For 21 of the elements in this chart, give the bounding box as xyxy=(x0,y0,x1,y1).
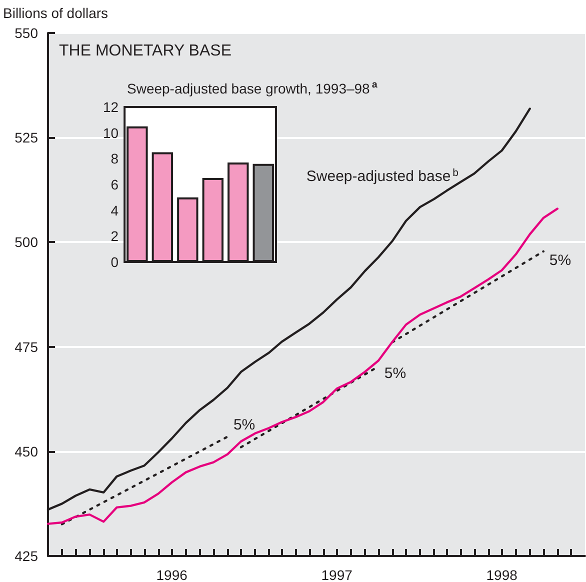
y-tick-label: 6 xyxy=(110,176,119,192)
y-tick-label: 550 xyxy=(14,25,38,41)
y-tick-label: 425 xyxy=(14,548,38,564)
y-tick-label: 2 xyxy=(110,228,119,244)
text: THE MONETARY BASE xyxy=(59,42,232,60)
annotation: 5% xyxy=(549,252,572,269)
y-tick-label: 450 xyxy=(14,443,38,460)
y-tick-label: 12 xyxy=(102,99,119,115)
y-tick-label: 10 xyxy=(102,124,119,141)
y-tick-label: 525 xyxy=(14,130,38,146)
x-tick-label: 1998 xyxy=(486,567,518,582)
y-tick-label: 0 xyxy=(110,254,119,270)
y-tick-label: 4 xyxy=(110,202,119,218)
y-tick-label: 500 xyxy=(14,234,38,250)
annotation: 5% xyxy=(384,364,406,382)
annotation: 5% xyxy=(233,416,256,434)
y-tick-label: 8 xyxy=(110,150,119,167)
x-tick-label: 1997 xyxy=(321,567,353,582)
y-axis-title: Billions of dollars xyxy=(3,5,108,21)
x-tick-label: 1996 xyxy=(156,567,188,582)
y-tick-label: 475 xyxy=(14,338,38,355)
